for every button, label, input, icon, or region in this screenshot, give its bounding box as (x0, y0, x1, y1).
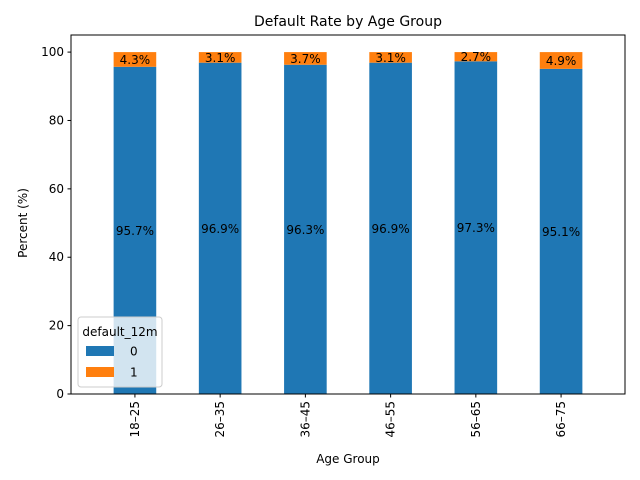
y-tick-label: 20 (49, 319, 64, 333)
x-tick-label: 18–25 (128, 401, 142, 438)
bar-series-1 (113, 52, 157, 67)
bar-series-1 (369, 52, 412, 63)
bar-data-label: 3.1% (375, 51, 406, 65)
y-tick-label: 60 (49, 182, 64, 196)
y-tick-label: 0 (56, 387, 64, 401)
legend-swatch-1 (86, 367, 114, 377)
bar-series-1 (284, 52, 327, 65)
x-tick-label: 36–45 (298, 401, 312, 438)
bar-data-label: 4.9% (546, 54, 577, 68)
legend-swatch-0 (86, 346, 114, 356)
x-tick-label: 26–35 (213, 401, 227, 438)
y-axis-label: Percent (%) (16, 188, 30, 258)
y-tick-label: 80 (49, 113, 64, 127)
bar-series-0 (539, 68, 583, 394)
x-tick-label: 46–55 (384, 401, 398, 438)
bar-data-label: 95.1% (542, 225, 580, 239)
bar-data-label: 4.3% (120, 53, 151, 67)
x-tick-label: 56–65 (469, 401, 483, 438)
x-tick-label: 66–75 (554, 401, 568, 438)
legend-label-1: 1 (130, 366, 138, 380)
x-axis: 18–25 26–35 36–45 46–55 56–65 66–75 (128, 394, 568, 438)
legend: default_12m 0 1 (77, 316, 163, 388)
bar-data-label: 3.1% (205, 51, 236, 65)
legend-title: default_12m (82, 325, 157, 339)
x-axis-label: Age Group (316, 452, 380, 466)
bar-data-label: 96.3% (286, 223, 324, 237)
y-tick-label: 40 (49, 250, 64, 264)
bar-data-label: 3.7% (290, 52, 321, 66)
y-axis: 0 20 40 60 80 100 (41, 45, 71, 401)
bar-labels-layer: 95.7% 4.3% 96.9% 3.1% 96.3% 3.7% 96.9% 3.1% 97.3… (116, 50, 580, 239)
bar-data-label: 96.9% (201, 222, 239, 236)
legend-label-0: 0 (130, 345, 138, 359)
bar-series-1 (539, 52, 583, 69)
bar-data-label: 96.9% (372, 222, 410, 236)
bars-layer (113, 52, 583, 395)
bar-series-0 (198, 62, 242, 395)
bar-series-0 (454, 61, 498, 395)
bar-data-label: 95.7% (116, 224, 154, 238)
bar-series-1 (198, 52, 242, 63)
y-tick-label: 100 (41, 45, 64, 59)
chart-title: Default Rate by Age Group (254, 14, 442, 30)
bar-series-0 (369, 62, 412, 395)
bar-data-label: 97.3% (457, 221, 495, 235)
bar-series-0 (284, 64, 327, 394)
plot-frame (70, 34, 626, 395)
bar-series-1 (454, 52, 498, 62)
bar-data-label: 2.7% (461, 50, 492, 64)
